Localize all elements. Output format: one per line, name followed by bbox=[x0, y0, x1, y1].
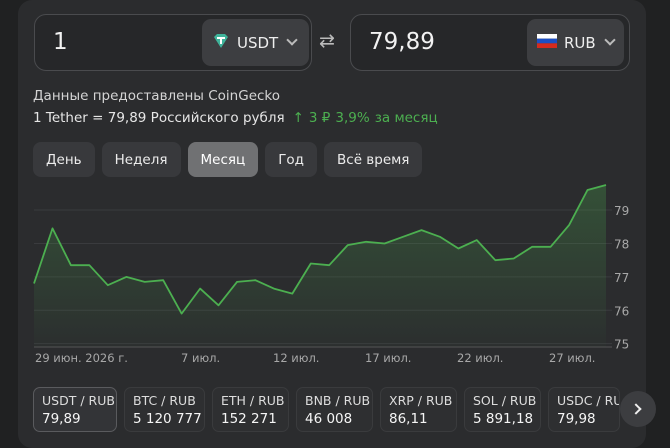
pair-name: BTC / RUB bbox=[133, 393, 196, 408]
from-currency-select[interactable]: USDT bbox=[202, 19, 309, 66]
pair-sol-rub[interactable]: SOL / RUB 5 891,18 bbox=[464, 387, 541, 432]
pair-value: 152 271 bbox=[221, 411, 277, 427]
arrow-up-icon: ↑ bbox=[292, 110, 304, 126]
x-tick-label: 17 июл. bbox=[365, 351, 411, 365]
series-area bbox=[34, 185, 606, 347]
pair-value: 79,89 bbox=[42, 411, 81, 427]
x-tick-label: 29 июн. 2026 г. bbox=[35, 351, 128, 365]
pair-eth-rub[interactable]: ETH / RUB 152 271 bbox=[212, 387, 289, 432]
from-currency-label: USDT bbox=[237, 33, 279, 52]
change-period: за месяц bbox=[374, 110, 438, 126]
tether-icon bbox=[212, 32, 230, 54]
x-tick-label: 12 июл. bbox=[273, 351, 319, 365]
pair-usdt-rub[interactable]: USDT / RUB 79,89 bbox=[33, 387, 117, 432]
to-amount-box[interactable]: 79,89 RUB bbox=[350, 14, 630, 71]
tab-month[interactable]: Месяц bbox=[187, 142, 259, 177]
from-amount-input[interactable]: 1 bbox=[53, 29, 68, 55]
x-tick-label: 27 июл. bbox=[549, 351, 595, 365]
tab-all-time[interactable]: Всё время bbox=[324, 142, 423, 177]
period-tabs: День Неделя Месяц Год Всё время bbox=[33, 142, 423, 177]
tab-year[interactable]: Год bbox=[265, 142, 318, 177]
pair-btc-rub[interactable]: BTC / RUB 5 120 777 bbox=[124, 387, 205, 432]
pair-name: ETH / RUB bbox=[221, 393, 285, 408]
pair-name: BNB / RUB bbox=[305, 393, 371, 408]
to-amount-input[interactable]: 79,89 bbox=[369, 29, 435, 55]
chevron-right-icon bbox=[630, 403, 642, 415]
change-pct: 3,9% bbox=[335, 110, 370, 126]
pair-name: SOL / RUB bbox=[473, 393, 537, 408]
swap-arrows-icon[interactable]: ⇄ bbox=[319, 30, 335, 52]
change-abs: 3 ₽ bbox=[308, 110, 331, 126]
y-tick-label: 77 bbox=[614, 271, 629, 285]
x-tick-label: 7 июл. bbox=[181, 351, 220, 365]
y-tick-label: 76 bbox=[614, 304, 629, 318]
series-line bbox=[33, 184, 607, 315]
y-tick-label: 75 bbox=[614, 338, 629, 352]
converter-panel bbox=[18, 0, 646, 448]
pair-value: 5 891,18 bbox=[473, 411, 534, 427]
pair-value: 79,98 bbox=[557, 411, 596, 427]
tab-day[interactable]: День bbox=[33, 142, 95, 177]
rate-text: 1 Tether = 79,89 Российского рубля bbox=[33, 110, 285, 126]
from-amount-box[interactable]: 1 USDT bbox=[34, 14, 312, 71]
tab-week[interactable]: Неделя bbox=[101, 142, 181, 177]
pair-value: 46 008 bbox=[305, 411, 353, 427]
pair-name: USDC / RUB bbox=[557, 393, 619, 408]
next-pairs-button[interactable] bbox=[620, 391, 656, 427]
pair-bnb-rub[interactable]: BNB / RUB 46 008 bbox=[296, 387, 373, 432]
to-currency-label: RUB bbox=[564, 33, 596, 52]
rate-change: ↑ 3 ₽ 3,9% за месяц bbox=[293, 110, 438, 126]
to-currency-select[interactable]: RUB bbox=[527, 19, 624, 66]
pair-list: USDT / RUB 79,89 BTC / RUB 5 120 777 ETH… bbox=[33, 387, 620, 432]
pair-value: 5 120 777 bbox=[133, 411, 202, 427]
pair-usdc-rub[interactable]: USDC / RUB 79,98 bbox=[548, 387, 620, 432]
russia-flag-icon bbox=[537, 33, 557, 52]
y-tick-label: 78 bbox=[614, 237, 629, 251]
x-tick-label: 22 июл. bbox=[457, 351, 503, 365]
pair-name: XRP / RUB bbox=[389, 393, 453, 408]
pair-xrp-rub[interactable]: XRP / RUB 86,11 bbox=[380, 387, 457, 432]
y-tick-label: 79 bbox=[614, 204, 629, 218]
pair-value: 86,11 bbox=[389, 411, 428, 427]
rate-line: 1 Tether = 79,89 Российского рубля ↑ 3 ₽… bbox=[33, 110, 438, 126]
data-source: Данные предоставлены CoinGecko bbox=[33, 88, 281, 104]
pair-name: USDT / RUB bbox=[42, 393, 115, 408]
